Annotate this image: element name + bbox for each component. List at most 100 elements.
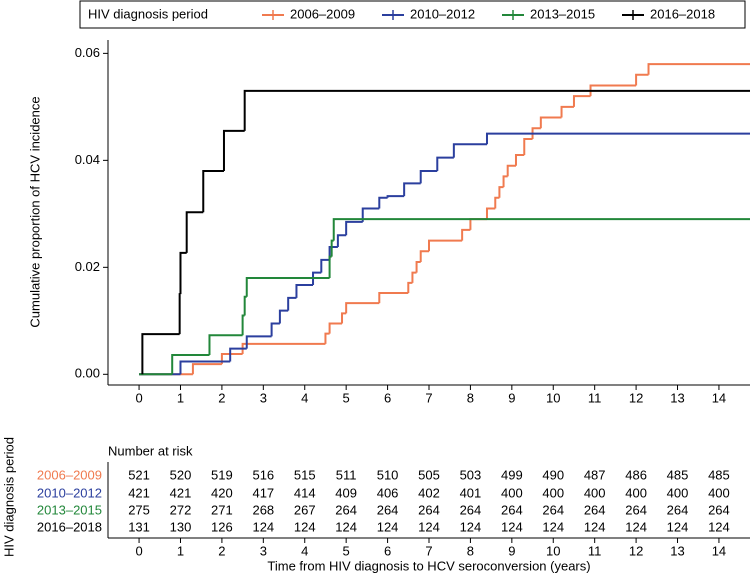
risk-value: 124	[418, 519, 440, 534]
risk-value: 519	[211, 467, 233, 482]
km-step	[328, 255, 332, 279]
km-step	[635, 73, 649, 86]
risk-value: 124	[501, 519, 523, 534]
km-step	[332, 218, 750, 241]
risk-value: 503	[460, 467, 482, 482]
risk-value: 275	[128, 502, 150, 517]
risk-value: 264	[460, 502, 482, 517]
risk-value: 400	[542, 485, 564, 500]
km-step	[141, 333, 180, 375]
risk-x-tick-label: 14	[712, 543, 726, 558]
km-step	[341, 312, 347, 324]
km-step	[328, 322, 343, 334]
risk-value: 272	[170, 502, 192, 517]
risk-value: 521	[128, 467, 150, 482]
risk-value: 487	[584, 467, 606, 482]
risk-value: 485	[708, 467, 730, 482]
risk-value: 130	[170, 519, 192, 534]
km-step	[647, 63, 750, 75]
risk-value: 400	[625, 485, 647, 500]
risk-value: 124	[584, 519, 606, 534]
risk-value: 515	[294, 467, 316, 482]
risk-value: 264	[418, 502, 440, 517]
risk-value: 406	[377, 485, 399, 500]
km-step	[361, 207, 380, 222]
risk-value: 264	[625, 502, 647, 517]
km-step	[295, 283, 314, 298]
risk-value: 520	[170, 467, 192, 482]
legend-label: 2010–2012	[410, 6, 475, 21]
risk-value: 131	[128, 519, 150, 534]
legend-label: 2013–2015	[530, 6, 595, 21]
risk-value: 511	[336, 467, 357, 482]
risk-x-tick-label: 8	[467, 543, 474, 558]
km-step	[243, 89, 750, 131]
x-axis-label: Time from HIV diagnosis to HCV seroconve…	[267, 558, 590, 573]
risk-value: 124	[335, 519, 357, 534]
km-step	[241, 342, 326, 354]
x-tick-label: 1	[177, 390, 184, 405]
x-tick-label: 12	[629, 390, 643, 405]
risk-x-tick-label: 12	[629, 543, 643, 558]
km-step	[485, 132, 750, 145]
risk-value: 409	[335, 485, 357, 500]
x-tick-label: 0	[135, 390, 142, 405]
risk-value: 264	[501, 502, 523, 517]
risk-x-tick-label: 1	[177, 543, 184, 558]
risk-row-label: 2016–2018	[37, 519, 102, 534]
risk-value: 124	[708, 519, 730, 534]
km-step	[539, 116, 562, 129]
km-step	[506, 164, 516, 177]
y-tick-label: 0.04	[75, 152, 100, 167]
km-step	[494, 196, 500, 209]
risk-value: 400	[708, 485, 730, 500]
km-step	[436, 156, 454, 172]
risk-value: 264	[584, 502, 606, 517]
km-step	[415, 260, 421, 273]
km-step	[330, 239, 334, 257]
km-step	[179, 251, 187, 295]
km-step	[345, 220, 363, 236]
km-step	[452, 143, 487, 158]
km-step	[245, 277, 330, 297]
risk-value: 400	[667, 485, 689, 500]
x-tick-label: 2	[218, 390, 225, 405]
risk-value: 124	[667, 519, 689, 534]
risk-x-tick-label: 6	[384, 543, 391, 558]
x-tick-label: 10	[546, 390, 560, 405]
legend-box	[79, 0, 746, 29]
risk-x-tick-label: 11	[588, 543, 602, 558]
x-tick-label: 14	[712, 390, 726, 405]
km-step	[179, 360, 231, 375]
risk-value: 264	[667, 502, 689, 517]
risk-value: 510	[377, 467, 399, 482]
risk-x-tick-label: 10	[546, 543, 560, 558]
risk-value: 264	[335, 502, 357, 517]
risk-x-tick-label: 3	[260, 543, 267, 558]
km-step	[386, 195, 405, 198]
km-step	[202, 170, 224, 213]
risk-value: 124	[377, 519, 399, 534]
km-step	[245, 335, 272, 349]
y-axis-label: Cumulative proportion of HCV incidence	[27, 96, 42, 327]
km-step	[514, 154, 525, 166]
y-tick-label: 0.02	[75, 259, 100, 274]
risk-value: 499	[501, 467, 523, 482]
km-step	[191, 363, 222, 375]
risk-value: 124	[252, 519, 274, 534]
km-step	[498, 186, 504, 198]
km-step	[208, 334, 243, 356]
risk-value: 420	[211, 485, 233, 500]
km-step	[345, 302, 380, 314]
risk-value: 264	[377, 502, 399, 517]
km-step	[320, 258, 330, 273]
km-step	[419, 250, 429, 262]
x-tick-label: 6	[384, 390, 391, 405]
km-step	[419, 170, 438, 184]
x-tick-label: 7	[425, 390, 432, 405]
risk-row-label: 2006–2009	[37, 467, 102, 482]
km-step	[560, 105, 574, 118]
risk-x-tick-label: 0	[135, 543, 142, 558]
risk-value: 264	[708, 502, 730, 517]
km-step	[336, 234, 347, 247]
